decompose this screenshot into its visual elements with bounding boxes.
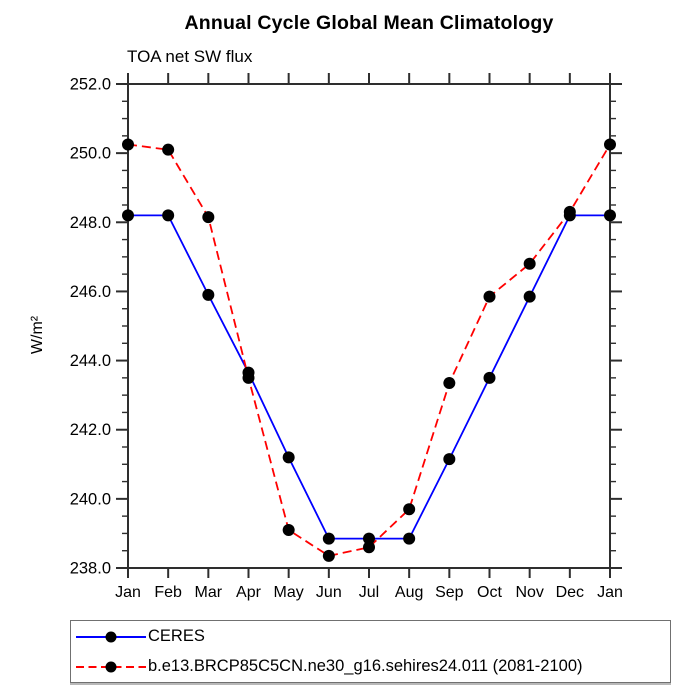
svg-text:Feb: Feb — [154, 584, 182, 601]
svg-text:248.0: 248.0 — [70, 214, 111, 232]
data-point-markers — [122, 138, 616, 562]
svg-text:Apr: Apr — [236, 584, 262, 601]
svg-text:Dec: Dec — [556, 584, 584, 601]
y-ticks-and-labels: 238.0 240.0 242.0 244.0 246.0 248.0 250.0 252.0 — [70, 76, 622, 578]
svg-text:Mar: Mar — [195, 584, 223, 601]
legend-entry-model: b.e13.BRCP85C5CN.ne30_g16.sehires24.011 … — [74, 652, 670, 682]
axes — [127, 83, 611, 569]
svg-text:240.0: 240.0 — [70, 490, 111, 508]
svg-text:Sep: Sep — [435, 584, 464, 601]
legend-label-ceres: CERES — [148, 627, 205, 646]
series-line-0 — [128, 214, 610, 540]
svg-text:Jan: Jan — [115, 584, 141, 601]
svg-text:238.0: 238.0 — [70, 560, 111, 578]
svg-text:Jul: Jul — [359, 584, 379, 601]
svg-text:246.0: 246.0 — [70, 283, 111, 301]
svg-text:244.0: 244.0 — [70, 352, 111, 370]
series-line-1 — [127, 143, 611, 557]
legend-entry-ceres: CERES — [74, 622, 670, 652]
svg-text:252.0: 252.0 — [70, 76, 111, 94]
svg-text:250.0: 250.0 — [70, 145, 111, 163]
svg-text:242.0: 242.0 — [70, 421, 111, 439]
svg-text:Oct: Oct — [477, 584, 502, 601]
svg-text:Jan: Jan — [597, 584, 623, 601]
svg-text:Nov: Nov — [515, 584, 543, 601]
legend: CERES b.e13.BRCP85C5CN.ne30_g16.sehires2… — [70, 620, 671, 683]
svg-text:Jun: Jun — [316, 584, 342, 601]
legend-label-model: b.e13.BRCP85C5CN.ne30_g16.sehires24.011 … — [148, 657, 583, 676]
legend-line-sample-icon — [76, 631, 146, 642]
svg-text:May: May — [274, 584, 304, 601]
legend-line-sample-icon — [76, 661, 146, 672]
x-ticks-and-labels: Jan Feb Mar Apr May Jun Jul Aug Sep Oct Nov Dec Jan — [115, 73, 623, 601]
svg-text:Aug: Aug — [395, 584, 423, 601]
chart-subtitle: TOA net SW flux — [127, 47, 253, 66]
chart-title: Annual Cycle Global Mean Climatology — [184, 12, 554, 34]
